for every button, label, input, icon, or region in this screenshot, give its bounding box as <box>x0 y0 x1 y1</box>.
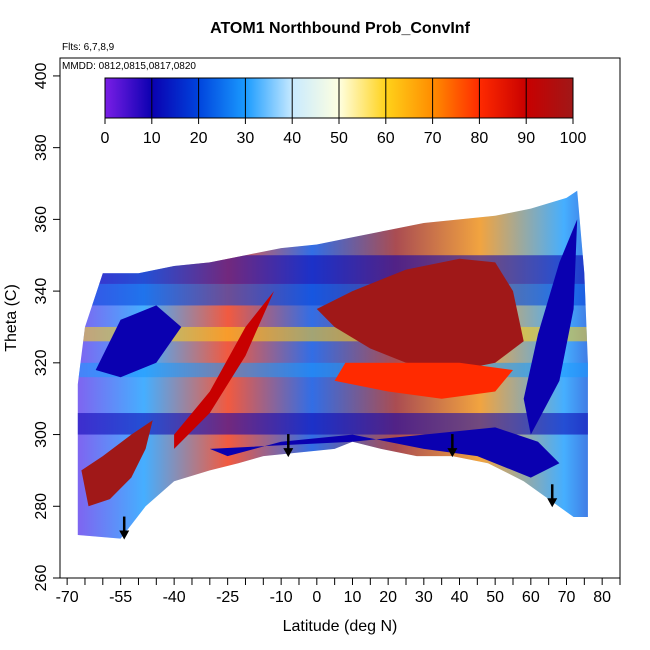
x-tick-label-6: 10 <box>344 589 362 606</box>
colorbar-segment-7 <box>432 78 480 118</box>
x-tick-label-2: -40 <box>163 589 186 606</box>
colorbar-tick-label-6: 60 <box>377 130 395 147</box>
colorbar-tick-label-3: 30 <box>237 130 255 147</box>
y-tick-label-6: 380 <box>33 134 50 161</box>
y-tick-label-7: 400 <box>33 62 50 89</box>
colorbar-segment-4 <box>292 78 340 118</box>
arrow-markers <box>119 434 558 540</box>
colorbar-tick-label-7: 70 <box>424 130 442 147</box>
y-tick-label-1: 280 <box>33 493 50 520</box>
x-axis-label: Latitude (deg N) <box>283 618 398 635</box>
note-1: MMDD: 0812,0815,0817,0820 <box>62 61 196 72</box>
note-0: Flts: 6,7,8,9 <box>62 42 115 53</box>
x-tick-label-7: 20 <box>379 589 397 606</box>
y-axis: 260 280 300 320 340 360 380 400 <box>33 62 61 592</box>
x-tick-label-12: 70 <box>558 589 576 606</box>
colorbar-tick-label-10: 100 <box>560 130 587 147</box>
colorbar-ticks: 0 10 20 30 40 50 60 70 80 90 100 <box>101 78 587 147</box>
colorbar-segment-9 <box>526 78 574 118</box>
flight-notes: Flts: 6,7,8,9 MMDD: 0812,0815,0817,0820 <box>62 42 196 72</box>
colorbar-tick-label-5: 50 <box>330 130 348 147</box>
arrow-2 <box>447 434 458 458</box>
colorbar <box>104 77 574 119</box>
low-region-1 <box>209 427 560 478</box>
x-tick-label-10: 50 <box>486 589 504 606</box>
x-axis: -70 -55 -40 -25 -10 0 10 20 30 40 50 60 70 80 <box>56 577 621 606</box>
x-tick-label-13: 80 <box>593 589 611 606</box>
colorbar-segment-1 <box>151 78 200 118</box>
colorbar-tick-label-0: 0 <box>101 130 110 147</box>
high-region-1 <box>174 291 274 449</box>
colorbar-segment-6 <box>385 78 434 118</box>
y-tick-label-0: 260 <box>33 565 50 592</box>
y-axis-label: Theta (C) <box>3 284 20 352</box>
y-tick-label-2: 300 <box>33 421 50 448</box>
x-tick-label-11: 60 <box>522 589 540 606</box>
colorbar-tick-label-2: 20 <box>190 130 208 147</box>
colorbar-segment-5 <box>339 78 387 118</box>
colorbar-segment-2 <box>198 78 246 118</box>
high-region-2 <box>316 258 524 370</box>
low-region-2 <box>523 219 578 435</box>
y-tick-label-4: 340 <box>33 278 50 305</box>
arrow-0 <box>119 516 130 540</box>
x-tick-label-5: 0 <box>312 589 321 606</box>
band-4 <box>77 255 588 284</box>
colorbar-segment-3 <box>245 78 293 118</box>
colorbar-segment-8 <box>479 78 527 118</box>
x-tick-label-8: 30 <box>415 589 433 606</box>
x-tick-label-0: -70 <box>56 589 79 606</box>
y-tick-label-3: 320 <box>33 349 50 376</box>
colorbar-tick-label-4: 40 <box>283 130 301 147</box>
arrow-1 <box>283 434 294 458</box>
x-tick-label-4: -10 <box>270 589 293 606</box>
colorbar-tick-label-8: 80 <box>471 130 489 147</box>
x-tick-label-3: -25 <box>216 589 239 606</box>
low-region-0 <box>95 305 182 378</box>
colorbar-segment-0 <box>105 78 153 118</box>
arrow-3 <box>547 484 558 508</box>
high-region-3 <box>334 362 513 399</box>
colorbar-tick-label-1: 10 <box>143 130 161 147</box>
chart-title: ATOM1 Northbound Prob_ConvInf <box>210 20 471 37</box>
x-tick-label-1: -55 <box>109 589 132 606</box>
band-0 <box>77 413 588 435</box>
high-region-0 <box>81 420 153 507</box>
colorbar-tick-label-9: 90 <box>517 130 535 147</box>
y-tick-label-5: 360 <box>33 206 50 233</box>
x-tick-label-9: 40 <box>451 589 469 606</box>
